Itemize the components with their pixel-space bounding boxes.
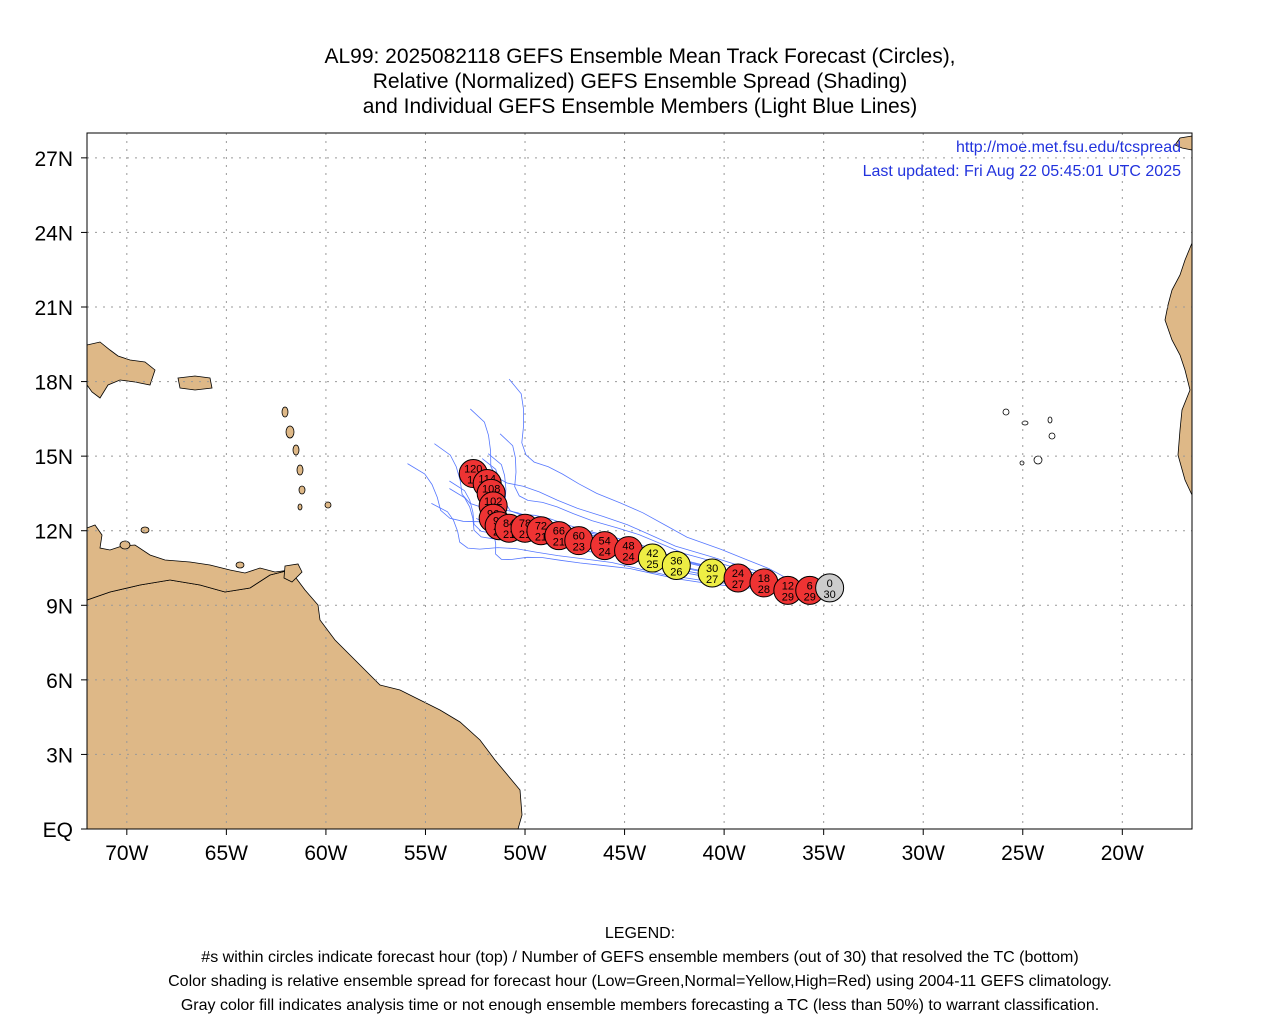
member-count-label: 27 bbox=[732, 579, 744, 591]
lon-tick-label: 45W bbox=[603, 842, 646, 865]
lon-tick-label: 70W bbox=[105, 842, 148, 865]
africa-land bbox=[1164, 242, 1193, 496]
lon-tick-label: 25W bbox=[1001, 842, 1044, 865]
track-circle: 030 bbox=[815, 573, 845, 603]
axis-ticks: 27N 24N 21N 18N 15N 12N 9N 6N 3N EQ 70W 65W 60W 55W 50… bbox=[34, 148, 1144, 865]
forecast-hour-label: 72 bbox=[535, 521, 547, 533]
legend-line-3: Gray color fill indicates analysis time … bbox=[180, 997, 1100, 1014]
ensemble-mean-track: 1201611416108161021796189020842178217221… bbox=[458, 459, 845, 605]
south-america-land bbox=[86, 569, 523, 830]
lat-tick-label: 21N bbox=[34, 297, 73, 320]
legend-line-1: #s within circles indicate forecast hour… bbox=[201, 949, 1079, 966]
forecast-hour-label: 60 bbox=[573, 531, 585, 543]
map-frame bbox=[86, 132, 1193, 830]
legend-line-2: Color shading is relative ensemble sprea… bbox=[168, 973, 1112, 990]
member-track-line bbox=[508, 378, 830, 589]
lesser-antilles bbox=[119, 406, 332, 569]
member-count-label: 27 bbox=[706, 574, 718, 586]
forecast-hour-label: 66 bbox=[553, 526, 565, 538]
title-line-1: AL99: 2025082118 GEFS Ensemble Mean Trac… bbox=[324, 45, 956, 68]
forecast-hour-label: 48 bbox=[622, 541, 634, 553]
lat-tick-label: 3N bbox=[46, 744, 73, 767]
lon-tick-label: 35W bbox=[802, 842, 845, 865]
track-circle-fill bbox=[661, 551, 691, 581]
member-count-label: 26 bbox=[670, 567, 682, 579]
title-line-2: Relative (Normalized) GEFS Ensemble Spre… bbox=[372, 70, 908, 93]
forecast-hour-label: 36 bbox=[670, 556, 682, 568]
member-count-label: 30 bbox=[824, 589, 836, 601]
forecast-hour-label: 24 bbox=[732, 568, 744, 580]
lat-tick-label: 9N bbox=[46, 595, 73, 618]
track-circle-fill bbox=[815, 573, 845, 603]
forecast-hour-label: 12 bbox=[782, 580, 794, 592]
lon-tick-label: 60W bbox=[304, 842, 347, 865]
forecast-hour-label: 6 bbox=[807, 580, 813, 592]
member-count-label: 23 bbox=[573, 542, 585, 554]
lon-tick-label: 65W bbox=[205, 842, 248, 865]
forecast-hour-label: 54 bbox=[599, 536, 611, 548]
legend-heading: LEGEND: bbox=[604, 925, 676, 942]
lon-tick-label: 55W bbox=[404, 842, 447, 865]
source-url[interactable]: http://moe.met.fsu.edu/tcspread bbox=[956, 139, 1181, 156]
lat-tick-label: 18N bbox=[34, 372, 73, 395]
forecast-hour-label: 30 bbox=[706, 563, 718, 575]
puerto-rico-land bbox=[177, 375, 213, 391]
hispaniola-land bbox=[86, 341, 156, 399]
member-count-label: 24 bbox=[599, 547, 611, 559]
lat-lon-grid bbox=[87, 133, 1192, 829]
member-count-label: 24 bbox=[622, 552, 634, 564]
member-count-label: 25 bbox=[646, 559, 658, 571]
lon-tick-label: 20W bbox=[1101, 842, 1144, 865]
lat-tick-label: EQ bbox=[43, 819, 73, 842]
land-layer bbox=[86, 135, 1193, 830]
title-line-3: and Individual GEFS Ensemble Members (Li… bbox=[362, 95, 918, 118]
cape-verde-islands bbox=[1002, 408, 1056, 466]
lat-tick-label: 12N bbox=[34, 521, 73, 544]
forecast-hour-label: 42 bbox=[646, 548, 658, 560]
member-count-label: 28 bbox=[758, 584, 770, 596]
lon-tick-label: 40W bbox=[703, 842, 746, 865]
forecast-hour-label: 0 bbox=[827, 578, 833, 590]
member-count-label: 21 bbox=[553, 537, 565, 549]
last-updated: Last updated: Fri Aug 22 05:45:01 UTC 20… bbox=[863, 163, 1182, 180]
northern-coast-land bbox=[86, 524, 291, 601]
forecast-hour-label: 18 bbox=[758, 573, 770, 585]
lon-tick-label: 50W bbox=[503, 842, 546, 865]
lat-tick-label: 27N bbox=[34, 148, 73, 171]
lat-tick-label: 24N bbox=[34, 222, 73, 245]
member-count-label: 21 bbox=[535, 532, 547, 544]
lat-tick-label: 15N bbox=[34, 446, 73, 469]
member-track-line bbox=[470, 408, 830, 589]
member-count-label: 29 bbox=[782, 591, 794, 603]
lon-tick-label: 30W bbox=[902, 842, 945, 865]
lat-tick-label: 6N bbox=[46, 670, 73, 693]
member-count-label: 29 bbox=[804, 591, 816, 603]
trinidad-land bbox=[283, 563, 303, 583]
